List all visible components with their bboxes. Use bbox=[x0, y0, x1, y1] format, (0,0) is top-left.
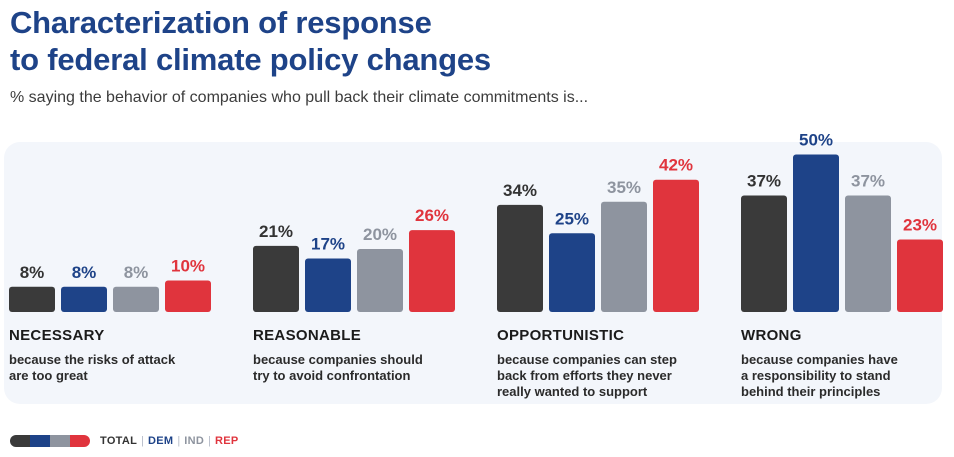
legend: TOTAL | DEM | IND | REP bbox=[10, 433, 238, 449]
legend-swatch-total bbox=[10, 435, 30, 447]
legend-item-ind: IND bbox=[184, 435, 205, 447]
category-necessary: NECESSARY because the risks of attack are … bbox=[9, 327, 234, 384]
legend-items: TOTAL | DEM | IND | REP bbox=[100, 435, 238, 447]
chart-title: Characterization of response to federal … bbox=[10, 4, 491, 78]
category-description-line: because companies should bbox=[253, 352, 423, 367]
data-label-wrong-total: 37% bbox=[747, 171, 781, 190]
bar-necessary-dem bbox=[61, 286, 107, 312]
category-wrong: WRONG because companies have a responsibil… bbox=[741, 327, 954, 400]
data-label-reasonable-rep: 26% bbox=[415, 206, 449, 225]
category-description-line: because companies have bbox=[741, 352, 898, 367]
data-label-opportunistic-dem: 25% bbox=[555, 209, 589, 228]
bar-wrong-ind bbox=[845, 195, 891, 312]
data-label-necessary-dem: 8% bbox=[72, 263, 97, 282]
category-reasonable: REASONABLE because companies should try to… bbox=[253, 327, 478, 384]
bar-opportunistic-total bbox=[497, 204, 543, 312]
category-name: OPPORTUNISTIC bbox=[497, 327, 625, 344]
data-label-wrong-dem: 50% bbox=[799, 131, 833, 150]
data-label-necessary-ind: 8% bbox=[124, 263, 149, 282]
data-label-opportunistic-rep: 42% bbox=[659, 156, 693, 175]
data-label-reasonable-total: 21% bbox=[259, 222, 293, 241]
bar-reasonable-dem bbox=[305, 258, 351, 312]
category-description-line: because companies can step bbox=[497, 352, 677, 367]
chart-title-line1: Characterization of response bbox=[10, 5, 432, 40]
bar-opportunistic-dem bbox=[549, 233, 595, 312]
category-opportunistic: OPPORTUNISTIC because companies can step b… bbox=[497, 327, 722, 400]
category-description-line: back from efforts they never bbox=[497, 368, 672, 383]
data-label-necessary-rep: 10% bbox=[171, 257, 205, 276]
legend-swatches bbox=[10, 435, 90, 447]
bar-necessary-rep bbox=[165, 280, 211, 312]
category-name: NECESSARY bbox=[9, 327, 105, 344]
legend-item-dem: DEM bbox=[148, 435, 174, 447]
legend-item-total: TOTAL bbox=[100, 435, 138, 447]
legend-swatch-ind bbox=[50, 435, 70, 447]
category-description: because companies should try to avoid con… bbox=[253, 352, 478, 384]
data-label-wrong-rep: 23% bbox=[903, 216, 937, 235]
category-name: REASONABLE bbox=[253, 327, 362, 344]
bar-necessary-total bbox=[9, 286, 55, 312]
legend-swatch-dem bbox=[30, 435, 50, 447]
category-description-line: try to avoid confrontation bbox=[253, 368, 411, 383]
category-description-line: because the risks of attack bbox=[9, 352, 176, 367]
category-description: because the risks of attack are too great bbox=[9, 352, 234, 384]
category-description-line: behind their principles bbox=[741, 384, 881, 399]
data-label-reasonable-ind: 20% bbox=[363, 225, 397, 244]
data-label-wrong-ind: 37% bbox=[851, 171, 885, 190]
legend-separator: | bbox=[208, 435, 211, 447]
bar-wrong-rep bbox=[897, 239, 943, 312]
data-label-opportunistic-total: 34% bbox=[503, 181, 537, 200]
category-description-line: a responsibility to stand bbox=[741, 368, 891, 383]
data-label-reasonable-dem: 17% bbox=[311, 234, 345, 253]
data-label-necessary-total: 8% bbox=[20, 263, 45, 282]
legend-swatch-rep bbox=[70, 435, 90, 447]
bar-opportunistic-ind bbox=[601, 201, 647, 312]
bar-reasonable-total bbox=[253, 245, 299, 312]
bar-reasonable-rep bbox=[409, 230, 455, 312]
category-description: because companies can step back from effo… bbox=[497, 352, 722, 400]
data-label-opportunistic-ind: 35% bbox=[607, 178, 641, 197]
bar-wrong-dem bbox=[793, 154, 839, 312]
bar-opportunistic-rep bbox=[653, 179, 699, 312]
bar-necessary-ind bbox=[113, 286, 159, 312]
bar-wrong-total bbox=[741, 195, 787, 312]
category-description: because companies have a responsibility t… bbox=[741, 352, 954, 400]
chart-title-line2: to federal climate policy changes bbox=[10, 42, 491, 77]
legend-separator: | bbox=[141, 435, 145, 447]
chart-subtitle: % saying the behavior of companies who p… bbox=[10, 89, 589, 106]
legend-item-rep: REP bbox=[214, 435, 239, 447]
bar-reasonable-ind bbox=[357, 249, 403, 312]
category-description-line: are too great bbox=[9, 368, 88, 383]
category-name: WRONG bbox=[741, 327, 802, 344]
category-description-line: really wanted to support bbox=[497, 384, 648, 399]
legend-separator: | bbox=[177, 435, 181, 447]
